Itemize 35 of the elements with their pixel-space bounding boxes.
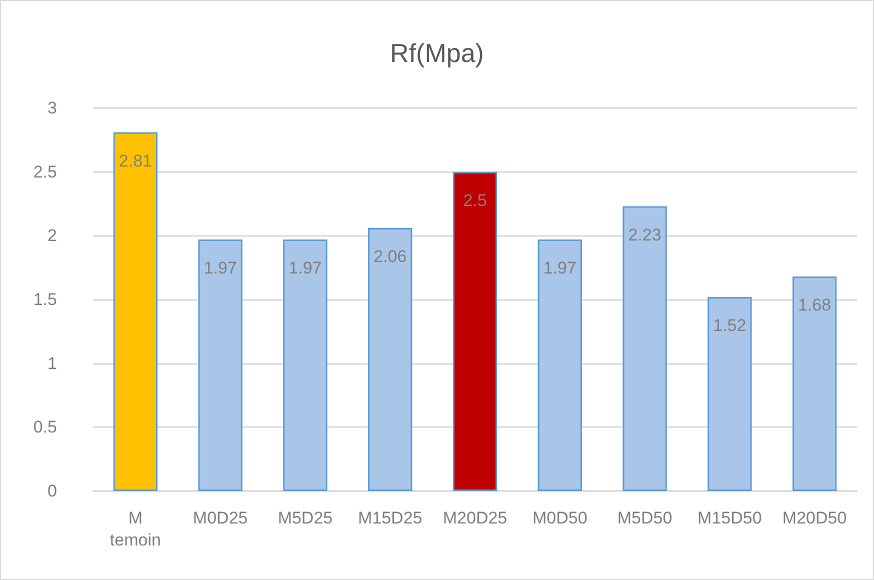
data-label: 1.52 (713, 316, 746, 335)
data-label: 2.23 (628, 225, 662, 244)
bar (368, 228, 412, 491)
bar (452, 172, 498, 491)
x-tick-label: M15D50 (698, 508, 762, 528)
bar (538, 239, 582, 491)
x-tick-label: M0D25 (192, 508, 248, 528)
x-tick-label: M5D25 (278, 508, 333, 528)
data-label: 1.97 (288, 258, 322, 278)
y-tick-label: 2.5 (33, 162, 57, 182)
x-tick-label: M15D25 (358, 508, 422, 528)
x-tick-label: M20D25 (442, 508, 508, 528)
data-label: 2.81 (118, 151, 152, 170)
y-tick-label: 1 (48, 354, 57, 373)
x-tick-label: M5D50 (617, 508, 672, 528)
bar (113, 132, 158, 491)
bar (283, 239, 328, 491)
bar (792, 276, 837, 491)
chart-title: Rf(Mpa) (390, 38, 484, 68)
data-label: 2.06 (374, 247, 407, 266)
y-tick-label: 3 (48, 98, 57, 118)
data-label: 1.97 (543, 258, 576, 278)
bar (622, 206, 667, 491)
y-tick-label: 1.5 (33, 290, 57, 309)
y-tick-label: 0 (48, 482, 57, 500)
y-tick-label: 2 (48, 226, 57, 246)
data-label: 1.97 (204, 258, 237, 278)
data-label: 1.68 (798, 296, 832, 315)
x-tick-label: M20D50 (782, 508, 847, 528)
x-tick-label: M0D50 (532, 508, 588, 528)
x-tick-label: M temoin (110, 508, 161, 550)
bar (708, 296, 752, 491)
data-label: 2.5 (463, 190, 487, 210)
bar (198, 239, 242, 491)
y-tick-label: 0.5 (33, 418, 57, 437)
